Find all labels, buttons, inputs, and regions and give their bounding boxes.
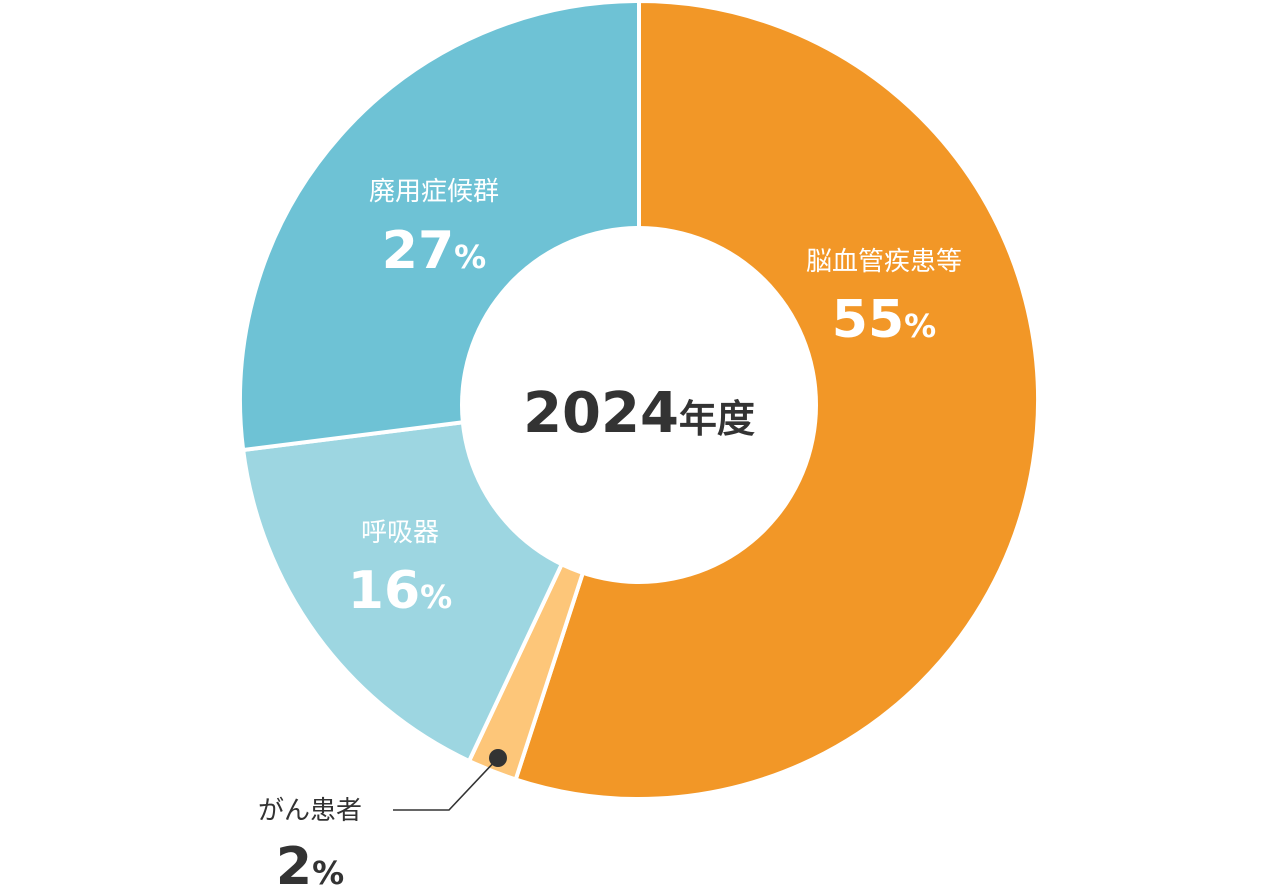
slice-value-disuse-number: 27 [382, 221, 454, 281]
slice-value-cancer: 2% [276, 837, 344, 892]
slice-label-cerebrovascular: 脳血管疾患等 [806, 247, 962, 277]
slice-value-cerebrovascular: 55% [832, 290, 936, 350]
donut-hole [460, 226, 818, 584]
slice-value-respiratory: 16% [348, 561, 452, 621]
slice-value-cerebrovascular-percent: % [904, 307, 936, 345]
slice-value-cancer-percent: % [312, 854, 344, 892]
slice-label-cancer: がん患者 [258, 796, 362, 826]
slice-label-respiratory: 呼吸器 [361, 518, 439, 548]
center-label-year: 2024 [523, 381, 679, 446]
callout-line-cancer [393, 757, 499, 811]
center-label-suffix: 年度 [679, 397, 755, 441]
slice-value-disuse: 27% [382, 221, 486, 281]
slice-value-disuse-percent: % [454, 238, 486, 276]
slice-value-respiratory-number: 16 [348, 561, 420, 621]
slice-value-cancer-number: 2 [276, 837, 312, 892]
slice-label-disuse: 廃用症候群 [369, 177, 499, 207]
center-label: 2024年度 [523, 381, 755, 446]
slice-value-respiratory-percent: % [420, 578, 452, 616]
slice-value-cerebrovascular-number: 55 [832, 290, 904, 350]
